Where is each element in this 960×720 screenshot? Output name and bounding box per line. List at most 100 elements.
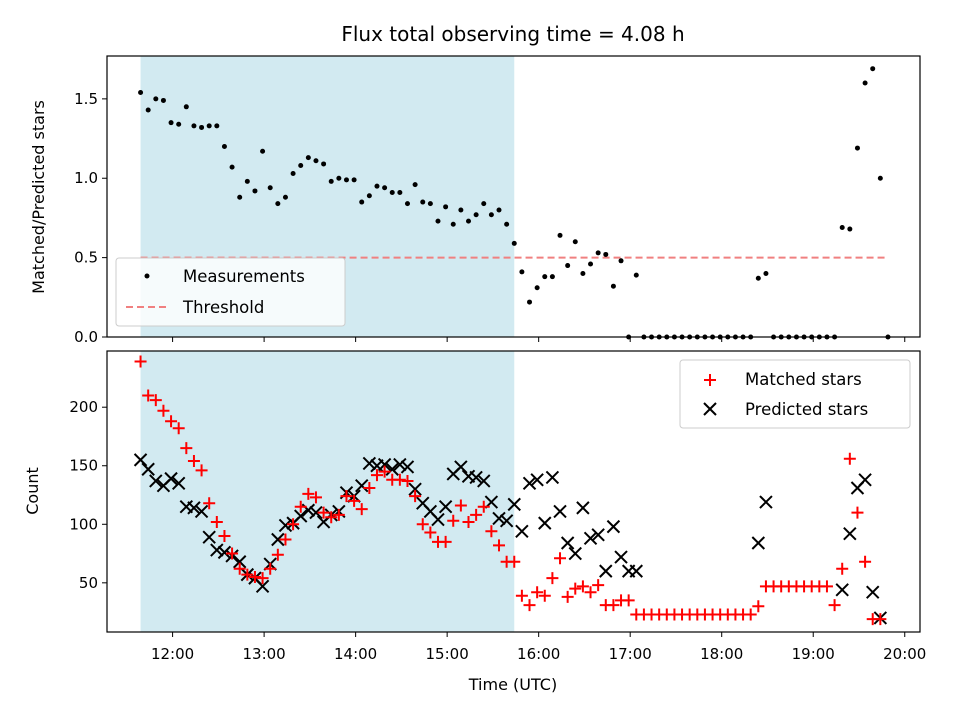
top-y-tick-label: 0.0 bbox=[74, 328, 98, 346]
measurement-point bbox=[244, 178, 250, 184]
predicted-star-point bbox=[507, 497, 521, 512]
measurement-point bbox=[260, 148, 266, 154]
predicted-star-point bbox=[202, 530, 216, 544]
matched-star-point bbox=[462, 515, 475, 528]
top-x-ticks bbox=[172, 337, 906, 342]
measurement-point bbox=[870, 66, 876, 72]
matched-star-point bbox=[393, 473, 406, 486]
bottom-x-ticks: 12:00 13:00 14:00 15:00 16:00 17:00 18:00 19:00… bbox=[151, 632, 926, 663]
matched-star-point bbox=[172, 422, 185, 435]
legend-matched-label: Matched stars bbox=[745, 370, 862, 389]
measurement-point bbox=[168, 120, 174, 126]
predicted-star-point bbox=[499, 514, 514, 528]
x-tick-label: 17:00 bbox=[609, 645, 652, 663]
predicted-star-point bbox=[843, 526, 857, 541]
measurement-point bbox=[382, 185, 388, 191]
measurement-point bbox=[458, 207, 464, 213]
matched-star-point bbox=[447, 514, 460, 527]
matched-star-point bbox=[828, 599, 841, 612]
bottom-legend-box bbox=[679, 359, 911, 429]
predicted-star-point bbox=[866, 585, 880, 599]
matched-star-point bbox=[531, 586, 544, 599]
x-tick-label: 15:00 bbox=[426, 645, 469, 663]
predicted-star-point bbox=[393, 457, 407, 472]
matched-star-point bbox=[859, 555, 872, 568]
bottom-y-ticks: 50 100 150 200 bbox=[69, 398, 107, 592]
measurement-point bbox=[252, 188, 258, 194]
matched-star-point bbox=[820, 580, 833, 593]
matched-star-point bbox=[569, 582, 582, 595]
measurement-point bbox=[549, 274, 555, 280]
measurement-point bbox=[282, 194, 288, 200]
measurement-point bbox=[443, 204, 449, 210]
matched-star-point bbox=[226, 547, 239, 560]
measurement-point bbox=[481, 201, 487, 207]
predicted-star-point bbox=[431, 512, 445, 527]
matched-star-point bbox=[187, 455, 200, 468]
predicted-star-point bbox=[232, 555, 247, 569]
measurement-point bbox=[145, 107, 151, 113]
measurement-point bbox=[351, 177, 357, 183]
matched-star-point bbox=[271, 548, 284, 561]
predicted-star-point bbox=[255, 579, 270, 594]
matched-star-point bbox=[416, 518, 429, 531]
matched-star-point bbox=[348, 494, 361, 507]
top-y-ticks: 0.0 0.5 1.0 1.5 bbox=[74, 90, 107, 346]
matched-star-point bbox=[149, 394, 162, 407]
chart-title: Flux total observing time = 4.08 h bbox=[341, 22, 684, 46]
bottom-y-tick-label: 100 bbox=[69, 515, 98, 533]
measurement-point bbox=[473, 212, 479, 218]
measurement-point bbox=[534, 285, 540, 291]
measurement-point bbox=[412, 182, 418, 188]
predicted-star-point bbox=[469, 470, 483, 485]
predicted-star-point bbox=[515, 524, 529, 539]
measurement-point bbox=[755, 275, 761, 281]
measurement-point bbox=[290, 170, 296, 176]
bottom-plot-frame bbox=[106, 350, 921, 633]
predicted-star-point bbox=[492, 511, 506, 526]
predicted-star-point bbox=[553, 504, 567, 519]
measurement-point bbox=[557, 232, 563, 238]
x-tick-label: 20:00 bbox=[883, 645, 926, 663]
measurement-point bbox=[328, 178, 334, 184]
measurement-point bbox=[435, 218, 441, 224]
matched-star-point bbox=[134, 355, 147, 368]
measurement-point bbox=[267, 185, 273, 191]
matched-star-point bbox=[584, 586, 597, 599]
bottom-y-tick-label: 50 bbox=[79, 574, 98, 592]
measurement-point bbox=[191, 123, 197, 129]
top-legend: Measurements Threshold bbox=[115, 257, 346, 327]
measurement-point bbox=[389, 190, 395, 196]
matched-star-point bbox=[180, 442, 193, 455]
measurement-point bbox=[839, 224, 845, 230]
measurement-point bbox=[397, 190, 403, 196]
matched-star-point bbox=[218, 529, 231, 542]
matched-star-point bbox=[157, 404, 170, 417]
matched-star-point bbox=[843, 452, 856, 465]
matched-star-point bbox=[576, 580, 589, 593]
matched-star-point bbox=[485, 525, 498, 538]
predicted-star-point bbox=[591, 528, 605, 542]
matched-star-point bbox=[592, 579, 605, 592]
measurement-point bbox=[138, 90, 144, 96]
measurement-point bbox=[588, 261, 594, 267]
measurement-point bbox=[603, 251, 609, 257]
matched-star-point bbox=[439, 535, 452, 548]
matched-star-point bbox=[607, 599, 620, 612]
matched-star-point bbox=[508, 555, 521, 568]
predicted-star-point bbox=[400, 460, 415, 474]
matched-star-point bbox=[248, 570, 261, 583]
predicted-star-point bbox=[187, 501, 201, 515]
matched-star-point bbox=[836, 562, 849, 575]
matched-star-point bbox=[355, 503, 368, 516]
matched-star-point bbox=[470, 508, 483, 521]
measurement-point bbox=[580, 270, 586, 276]
matched-star-point bbox=[210, 515, 223, 528]
measurement-point bbox=[488, 212, 494, 218]
measurement-point bbox=[420, 199, 426, 205]
measurement-point bbox=[229, 164, 235, 170]
bottom-legend: Matched stars Predicted stars bbox=[679, 359, 911, 429]
predicted-star-point bbox=[171, 476, 186, 491]
matched-star-point bbox=[142, 389, 155, 402]
measurement-point bbox=[466, 218, 472, 224]
